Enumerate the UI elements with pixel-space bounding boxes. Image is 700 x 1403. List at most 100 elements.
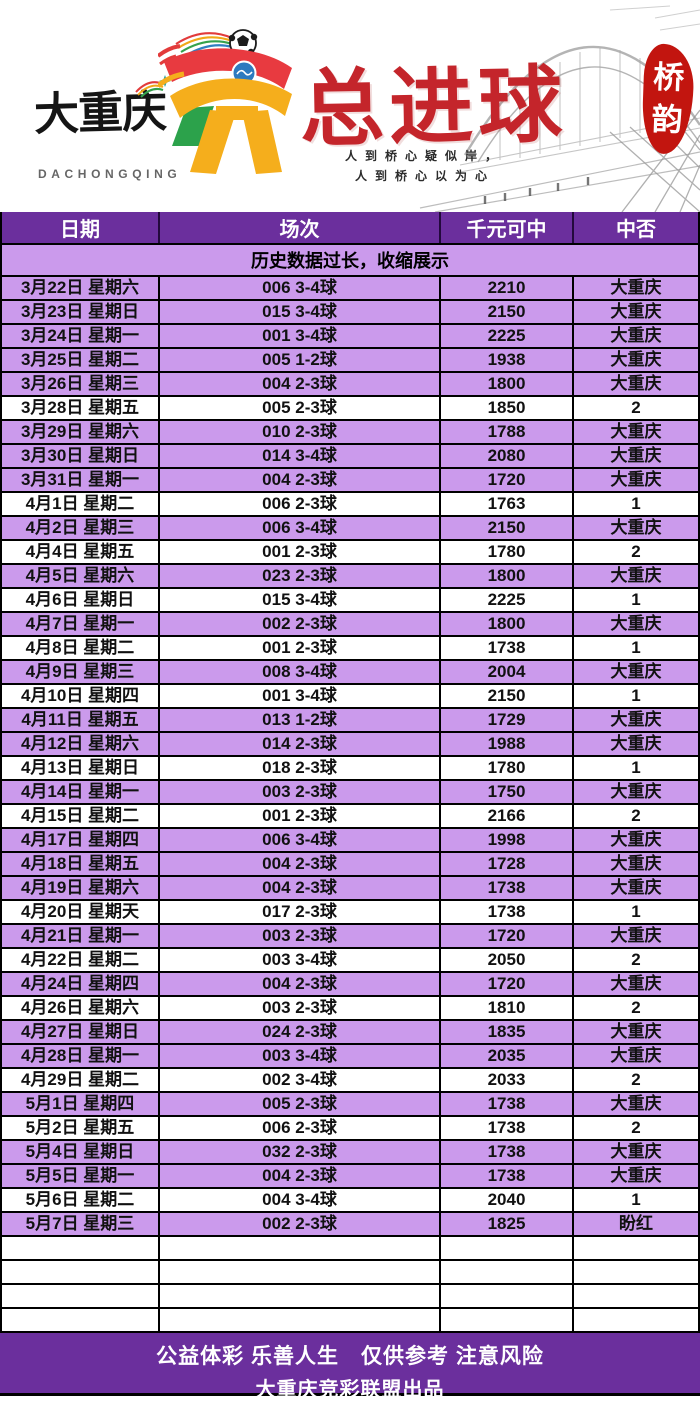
result-cell: 大重庆 bbox=[610, 326, 662, 345]
payout-cell: 1738 bbox=[441, 1117, 574, 1139]
table-row: 5月7日 星期三 002 2-3球 1825 盼红 bbox=[2, 1213, 698, 1237]
payout-cell: 1720 bbox=[441, 973, 574, 995]
match-cell: 032 2-3球 bbox=[160, 1141, 441, 1163]
score-table: 日期 场次 千元可中 中否 历史数据过长，收缩展示 3月22日 星期六 006 3… bbox=[0, 212, 700, 1333]
match-cell: 014 3-4球 bbox=[160, 445, 441, 467]
date-cell: 4月2日 星期三 bbox=[2, 517, 160, 539]
table-row: 5月5日 星期一 004 2-3球 1738 大重庆 bbox=[2, 1165, 698, 1189]
payout-cell: 1738 bbox=[441, 901, 574, 923]
table-row: 4月13日 星期日 018 2-3球 1780 1 bbox=[2, 757, 698, 781]
match-cell: 004 2-3球 bbox=[160, 469, 441, 491]
date-cell: 5月2日 星期五 bbox=[2, 1117, 160, 1139]
payout-cell: 1728 bbox=[441, 853, 574, 875]
result-cell: 大重庆 bbox=[610, 854, 662, 873]
table-row: 4月28日 星期一 003 3-4球 2035 大重庆 bbox=[2, 1045, 698, 1069]
collapse-notice-row[interactable]: 历史数据过长，收缩展示 bbox=[2, 245, 698, 277]
result-cell: 大重庆 bbox=[610, 1046, 662, 1065]
table-row: 4月4日 星期五 001 2-3球 1780 2 bbox=[2, 541, 698, 565]
table-row bbox=[2, 1261, 698, 1285]
payout-cell: 1720 bbox=[441, 469, 574, 491]
payout-cell: 2080 bbox=[441, 445, 574, 467]
match-cell: 005 2-3球 bbox=[160, 397, 441, 419]
table-row: 3月31日 星期一 004 2-3球 1720 大重庆 bbox=[2, 469, 698, 493]
match-cell bbox=[160, 1261, 441, 1283]
mascot-logo bbox=[158, 29, 292, 174]
payout-cell: 1800 bbox=[441, 613, 574, 635]
match-cell: 003 3-4球 bbox=[160, 949, 441, 971]
match-cell: 003 2-3球 bbox=[160, 925, 441, 947]
date-cell: 3月25日 星期二 bbox=[2, 349, 160, 371]
table-row: 4月22日 星期二 003 3-4球 2050 2 bbox=[2, 949, 698, 973]
table-row: 4月18日 星期五 004 2-3球 1728 大重庆 bbox=[2, 853, 698, 877]
result-cell: 大重庆 bbox=[610, 1166, 662, 1185]
payout-cell: 1720 bbox=[441, 925, 574, 947]
match-cell: 004 3-4球 bbox=[160, 1189, 441, 1211]
result-cell: 2 bbox=[631, 542, 641, 561]
result-cell: 2 bbox=[631, 998, 641, 1017]
table-row: 3月24日 星期一 001 3-4球 2225 大重庆 bbox=[2, 325, 698, 349]
date-cell: 5月6日 星期二 bbox=[2, 1189, 160, 1211]
payout-cell: 1738 bbox=[441, 1141, 574, 1163]
date-cell bbox=[2, 1237, 160, 1259]
match-cell: 010 2-3球 bbox=[160, 421, 441, 443]
payout-cell: 2033 bbox=[441, 1069, 574, 1091]
result-cell: 大重庆 bbox=[610, 446, 662, 465]
result-cell: 1 bbox=[631, 638, 641, 657]
match-cell: 004 2-3球 bbox=[160, 853, 441, 875]
result-cell bbox=[574, 1237, 698, 1259]
result-cell: 2 bbox=[631, 1118, 641, 1137]
seal-char-1: 桥 bbox=[652, 59, 685, 96]
date-cell: 3月26日 星期三 bbox=[2, 373, 160, 395]
payout-cell: 1800 bbox=[441, 565, 574, 587]
table-row: 4月15日 星期二 001 2-3球 2166 2 bbox=[2, 805, 698, 829]
table-row bbox=[2, 1237, 698, 1261]
column-header-date: 日期 bbox=[2, 212, 160, 243]
footer: 公益体彩 乐善人生 仅供参考 注意风险 大重庆竞彩联盟出品 bbox=[0, 1333, 700, 1401]
payout-cell: 1780 bbox=[441, 757, 574, 779]
page-header: 大重庆 DACHONGQING bbox=[0, 0, 700, 212]
result-cell: 大重庆 bbox=[610, 566, 662, 585]
table-row: 4月5日 星期六 023 2-3球 1800 大重庆 bbox=[2, 565, 698, 589]
result-cell: 盼红 bbox=[619, 1214, 653, 1233]
payout-cell: 1750 bbox=[441, 781, 574, 803]
table-row: 3月23日 星期日 015 3-4球 2150 大重庆 bbox=[2, 301, 698, 325]
date-cell: 4月20日 星期天 bbox=[2, 901, 160, 923]
result-cell: 大重庆 bbox=[610, 350, 662, 369]
date-cell bbox=[2, 1285, 160, 1307]
date-cell: 3月31日 星期一 bbox=[2, 469, 160, 491]
table-row: 5月4日 星期日 032 2-3球 1738 大重庆 bbox=[2, 1141, 698, 1165]
payout-cell: 1850 bbox=[441, 397, 574, 419]
result-cell: 大重庆 bbox=[610, 782, 662, 801]
match-cell bbox=[160, 1237, 441, 1259]
result-cell bbox=[574, 1261, 698, 1283]
table-row: 4月27日 星期日 024 2-3球 1835 大重庆 bbox=[2, 1021, 698, 1045]
table-row: 4月2日 星期三 006 3-4球 2150 大重庆 bbox=[2, 517, 698, 541]
payout-cell: 1825 bbox=[441, 1213, 574, 1235]
result-cell: 大重庆 bbox=[610, 734, 662, 753]
table-row bbox=[2, 1309, 698, 1333]
payout-cell: 1988 bbox=[441, 733, 574, 755]
table-row: 5月6日 星期二 004 3-4球 2040 1 bbox=[2, 1189, 698, 1213]
match-cell: 013 1-2球 bbox=[160, 709, 441, 731]
date-cell: 4月15日 星期二 bbox=[2, 805, 160, 827]
payout-cell bbox=[441, 1309, 574, 1331]
date-cell: 4月5日 星期六 bbox=[2, 565, 160, 587]
payout-cell: 2150 bbox=[441, 685, 574, 707]
result-cell: 大重庆 bbox=[610, 422, 662, 441]
result-cell: 2 bbox=[631, 806, 641, 825]
payout-cell: 1763 bbox=[441, 493, 574, 515]
table-row bbox=[2, 1285, 698, 1309]
match-cell: 004 2-3球 bbox=[160, 973, 441, 995]
table-row: 4月10日 星期四 001 3-4球 2150 1 bbox=[2, 685, 698, 709]
table-header-row: 日期 场次 千元可中 中否 bbox=[2, 212, 698, 245]
date-cell bbox=[2, 1309, 160, 1331]
match-cell: 001 2-3球 bbox=[160, 541, 441, 563]
table-row: 3月22日 星期六 006 3-4球 2210 大重庆 bbox=[2, 277, 698, 301]
page-title: 总进球 bbox=[299, 57, 568, 157]
date-cell: 4月21日 星期一 bbox=[2, 925, 160, 947]
match-cell bbox=[160, 1309, 441, 1331]
payout-cell: 2035 bbox=[441, 1045, 574, 1067]
match-cell: 004 2-3球 bbox=[160, 1165, 441, 1187]
red-band-shape bbox=[158, 44, 292, 89]
